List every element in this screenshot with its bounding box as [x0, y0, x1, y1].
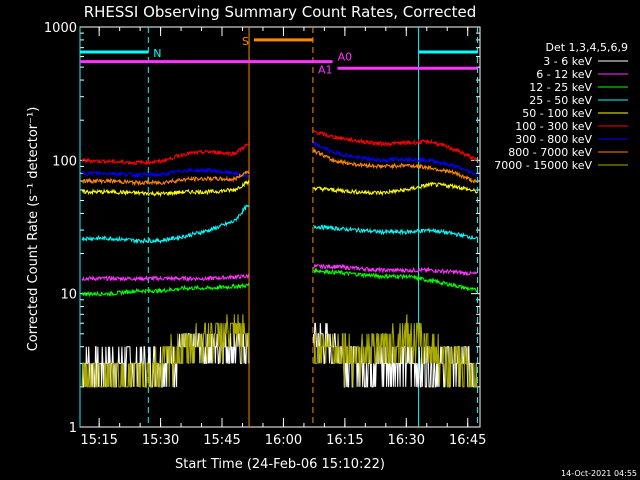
x-tick-label: 16:15 — [326, 433, 363, 448]
legend-label-4: 50 - 100 keV — [522, 107, 592, 120]
flag-label-A1: A1 — [318, 63, 333, 76]
series-line-6 — [81, 140, 478, 179]
x-tick-label: 15:45 — [203, 433, 240, 448]
x-tick-label: 16:30 — [388, 433, 425, 448]
y-tick-label: 1000 — [44, 21, 77, 36]
series-line-4 — [81, 179, 478, 198]
legend-label-0: 3 - 6 keV — [543, 55, 592, 68]
plot-area: 1 10 100 1000 15:15 15:30 15:45 16:00 16:15 16:30… — [44, 21, 487, 448]
x-tick-label: 15:15 — [80, 433, 117, 448]
flag-label-A0: A0 — [338, 51, 353, 64]
legend-label-8: 7000 - 15000 keV — [494, 159, 592, 172]
legend-label-7: 800 - 7000 keV — [508, 146, 592, 159]
timestamp: 14-Oct-2021 04:55 — [561, 469, 637, 478]
legend-label-2: 12 - 25 keV — [529, 81, 592, 94]
flag-label-N: N — [153, 47, 161, 60]
legend-title: Det 1,3,4,5,6,9 — [545, 41, 628, 54]
y-axis-label: Corrected Count Rate (s⁻¹ detector⁻¹) — [26, 107, 41, 352]
series-line-8 — [81, 314, 478, 388]
y-tick-label: 10 — [60, 288, 77, 303]
x-axis-label: Start Time (24-Feb-06 15:10:22) — [175, 457, 385, 472]
legend-label-6: 300 - 800 keV — [515, 133, 592, 146]
x-tick-label: 16:45 — [449, 433, 486, 448]
series-line-2 — [81, 267, 478, 298]
series-line-3 — [81, 204, 478, 245]
series-line-5 — [81, 130, 478, 166]
x-tick-label: 16:00 — [265, 433, 302, 448]
legend-label-3: 25 - 50 keV — [529, 94, 592, 107]
series-line-7 — [81, 148, 478, 187]
legend-label-1: 6 - 12 keV — [536, 68, 592, 81]
x-tick-label: 15:30 — [142, 433, 179, 448]
series-line-1 — [81, 263, 478, 283]
legend-label-5: 100 - 300 keV — [515, 120, 592, 133]
flag-label-S: S — [242, 35, 249, 48]
chart-title: RHESSI Observing Summary Count Rates, Co… — [84, 3, 477, 21]
y-tick-label: 100 — [52, 154, 77, 169]
y-tick-label: 1 — [69, 421, 77, 436]
